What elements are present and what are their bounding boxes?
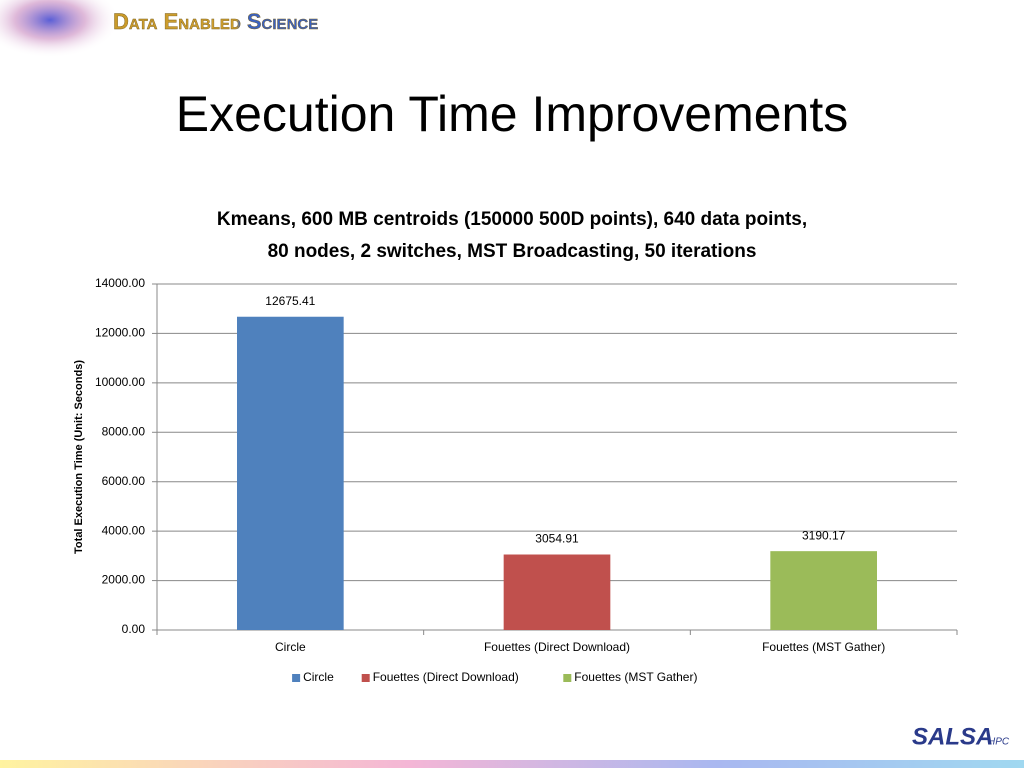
data-label: 12675.41	[265, 294, 315, 308]
y-tick-label: 8000.00	[102, 424, 146, 438]
x-tick-label: Circle	[275, 640, 306, 654]
data-label: 3054.91	[535, 532, 579, 546]
bar	[770, 551, 877, 630]
y-tick-label: 0.00	[122, 622, 146, 636]
legend-label: Circle	[303, 670, 334, 684]
header-orb	[0, 0, 120, 58]
legend-swatch	[292, 674, 301, 682]
legend-label: Fouettes (Direct Download)	[373, 670, 519, 684]
chart-title: Kmeans, 600 MB centroids (150000 500D po…	[217, 209, 807, 230]
y-tick-label: 10000.00	[95, 375, 145, 389]
y-tick-label: 14000.00	[95, 276, 145, 290]
legend-swatch	[563, 674, 572, 682]
y-tick-label: 12000.00	[95, 326, 145, 340]
y-tick-label: 2000.00	[102, 573, 146, 587]
x-tick-label: Fouettes (Direct Download)	[484, 640, 630, 654]
logo-sub: HPC	[988, 737, 1010, 748]
slide-title: Execution Time Improvements	[176, 86, 849, 142]
data-label: 3190.17	[802, 528, 846, 542]
legend-swatch	[361, 674, 370, 682]
bar	[237, 316, 344, 630]
x-tick-label: Fouettes (MST Gather)	[762, 640, 885, 654]
y-axis-label: Total Execution Time (Unit: Seconds)	[73, 360, 85, 554]
bar	[503, 554, 611, 630]
plot: 0.00 2000.00 4000.00 6000.00 8000.00 10000.00…	[95, 276, 958, 684]
header-text: Data Enabled Science	[113, 9, 318, 34]
legend-label: Fouettes (MST Gather)	[574, 670, 697, 684]
footer-strip	[0, 760, 1024, 768]
logo: SALSA	[912, 723, 993, 750]
chart-title: 80 nodes, 2 switches, MST Broadcasting, …	[268, 241, 757, 262]
y-tick-label: 4000.00	[102, 523, 146, 537]
y-tick-label: 6000.00	[102, 474, 146, 488]
